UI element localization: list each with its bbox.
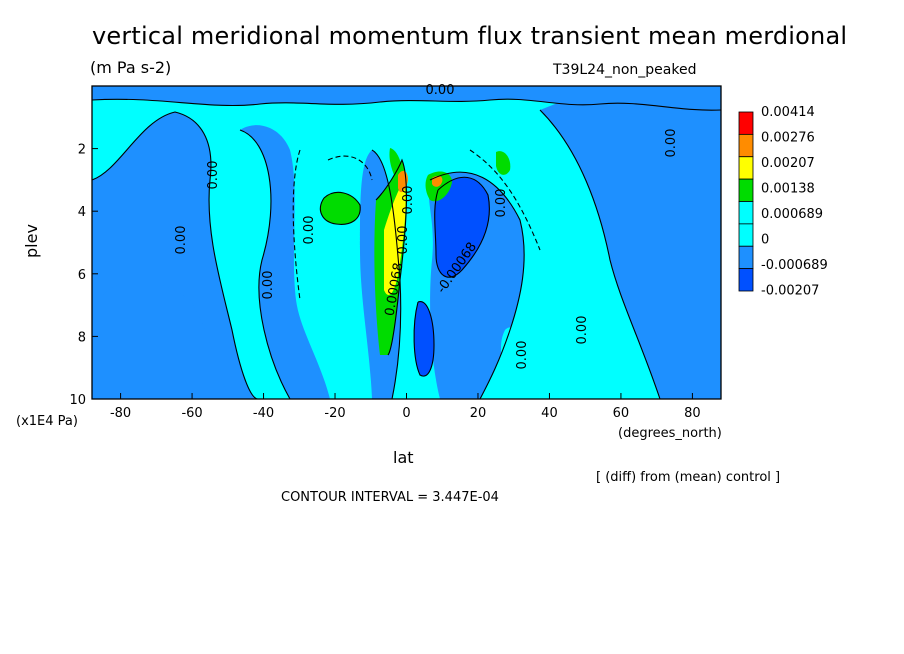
x-tick-label: 60 [613, 406, 630, 421]
contour-line-10 [327, 155, 373, 181]
negative-region-sh-inner [92, 281, 230, 399]
y-tick-label: 6 [78, 268, 86, 283]
contour-interval: CONTOUR INTERVAL = 3.447E-04 [281, 490, 499, 505]
contour-label: 0.00 [575, 316, 590, 345]
contour-label: 0.00 [302, 216, 317, 245]
legend-label: 0.00138 [761, 182, 815, 197]
x-axis: -80 -60 -40 -20 0 20 40 60 80 [110, 393, 701, 421]
zero-island-2 [582, 237, 611, 311]
contour-label: 0.00 [426, 83, 455, 98]
contour-line-8 [434, 176, 490, 278]
chart-title: vertical meridional momentum flux transi… [92, 22, 848, 50]
negative-region-nh-east [540, 99, 721, 399]
contour-line-9 [92, 98, 721, 111]
units-label: (m Pa s-2) [90, 58, 172, 77]
legend-swatch [738, 245, 754, 270]
legend-label: -0.000689 [761, 258, 828, 273]
legend-swatch [738, 268, 754, 292]
legend-swatch [738, 156, 754, 180]
contour-label: 0.00 [494, 189, 509, 218]
negative-region-mid [240, 125, 330, 399]
run-label: T39L24_non_peaked [553, 62, 697, 78]
contour-fills [92, 86, 721, 399]
contour-label: 0.00 [401, 186, 416, 215]
positive-region-1 [320, 192, 361, 225]
negative-region-nh-core [434, 177, 490, 278]
positive-region-8 [432, 175, 443, 187]
x-tick-label: 20 [470, 406, 487, 421]
legend-swatch [738, 201, 754, 225]
contour-line-12 [469, 149, 541, 251]
x-tick-label: 40 [541, 406, 558, 421]
contour-label: 0.00 [206, 161, 221, 190]
contour-line-13 [413, 301, 435, 377]
contour-lines [92, 98, 721, 399]
contour-line-5 [539, 109, 661, 399]
y-tick-label: 4 [78, 205, 86, 220]
x-tick-label: -40 [253, 406, 274, 421]
x-tick-label: -20 [324, 406, 345, 421]
color-legend: 0.00414 0.00276 0.00207 0.00138 0.000689 0 -0.… [738, 105, 828, 299]
legend-swatch [738, 223, 754, 247]
diff-note: [ (diff) from (mean) control ] [596, 470, 781, 485]
legend-swatch [738, 133, 754, 158]
legend-label: 0.00276 [761, 131, 815, 146]
y-axis-units: (x1E4 Pa) [16, 414, 78, 429]
contour-line-6 [375, 158, 408, 356]
x-tick-label: -60 [181, 406, 202, 421]
x-axis-label: lat [393, 448, 414, 467]
legend-swatch [738, 111, 754, 135]
contour-line-7 [319, 191, 361, 225]
legend-label: 0.00207 [761, 156, 815, 171]
y-tick-label: 10 [69, 393, 86, 408]
legend-label: -0.00207 [761, 284, 819, 299]
x-tick-label: -80 [110, 406, 131, 421]
legend-swatch [738, 178, 754, 202]
negative-region-eq-core [414, 301, 434, 377]
contour-line-1 [92, 111, 259, 399]
contour-label: 0.00 [664, 129, 679, 158]
positive-region-5 [496, 151, 511, 175]
contour-line-4 [429, 171, 525, 399]
x-axis-units: (degrees_north) [618, 426, 722, 441]
contour-line-2 [239, 129, 291, 399]
x-tick-label: 80 [684, 406, 701, 421]
contour-label: 0.00 [396, 226, 411, 255]
y-tick-label: 8 [78, 330, 86, 345]
contour-label: 0.00 [515, 341, 530, 370]
y-tick-label: 2 [78, 143, 86, 158]
contour-line-11 [292, 149, 301, 301]
zero-island-1 [225, 164, 262, 249]
legend-label: 0.000689 [761, 207, 823, 222]
contour-label: 0.00 [174, 226, 189, 255]
contour-label: 0.00 [261, 271, 276, 300]
legend-label: 0 [761, 233, 769, 248]
negative-region-top [92, 86, 721, 111]
legend-label: 0.00414 [761, 105, 815, 120]
x-tick-label: 0 [402, 406, 410, 421]
y-axis: 2 4 6 8 10 [69, 143, 98, 408]
positive-region-6 [384, 180, 406, 295]
